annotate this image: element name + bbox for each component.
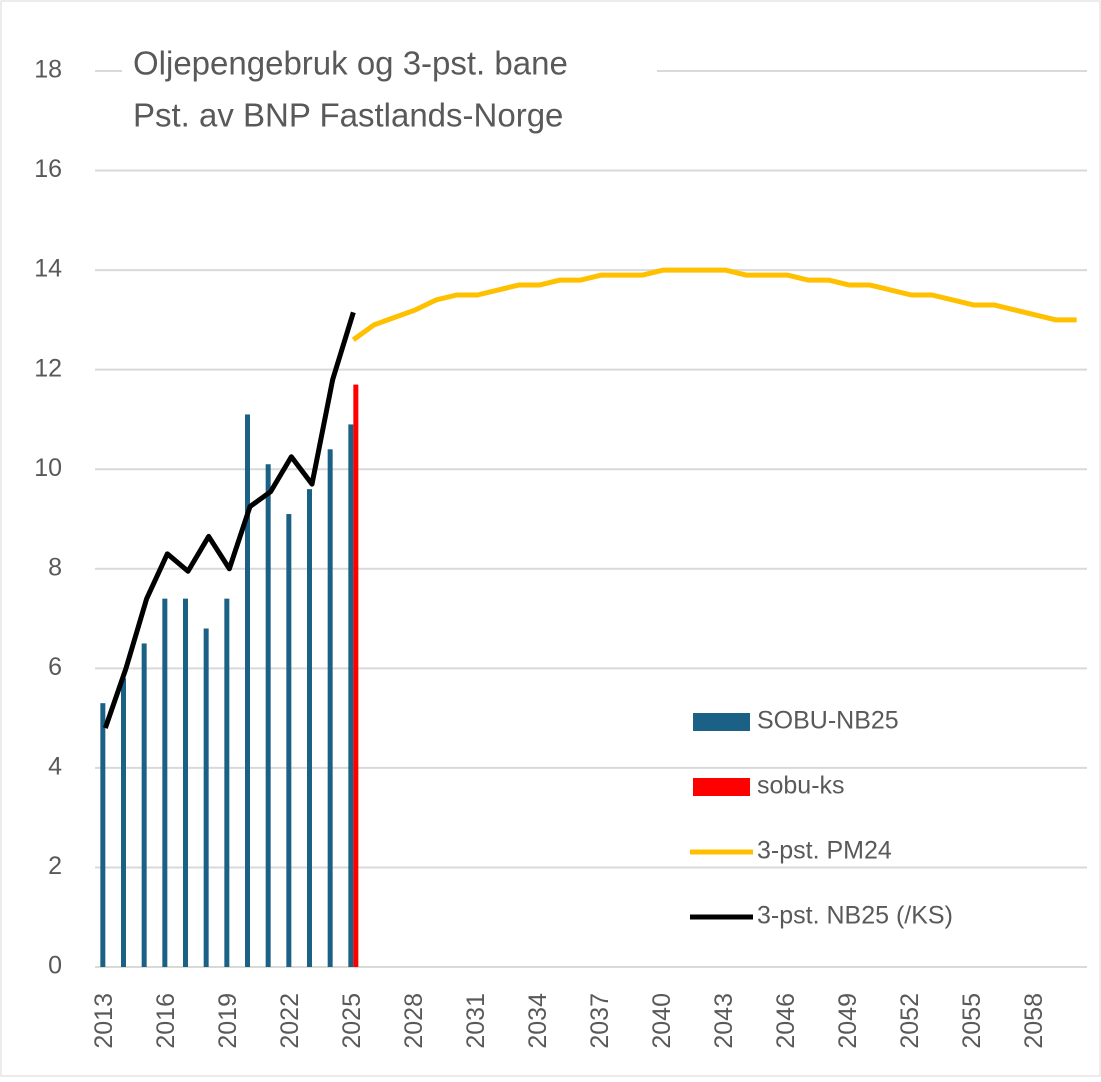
line [102, 311, 356, 729]
x-tick-label: 2019 [214, 993, 242, 1049]
y-tick-label: 18 [34, 56, 62, 84]
y-tick-label: 16 [34, 155, 62, 183]
x-tick-label: 2034 [524, 993, 552, 1049]
bar [183, 598, 188, 967]
y-tick-label: 6 [48, 653, 62, 681]
y-tick-label: 10 [34, 454, 62, 482]
x-tick-label: 2037 [586, 993, 614, 1049]
bar [141, 643, 147, 967]
bar [348, 424, 354, 967]
legend-label: sobu-ks [757, 772, 845, 800]
bar [353, 384, 359, 968]
y-tick-label: 12 [34, 354, 62, 382]
chart-title: Pst. av BNP Fastlands-Norge [133, 97, 563, 134]
legend-label: 3-pst. PM24 [757, 837, 892, 865]
bar [307, 489, 312, 967]
title-background [122, 45, 657, 145]
x-tick-label: 2052 [896, 993, 924, 1049]
bar [203, 628, 209, 967]
x-tick-label: 2022 [276, 993, 304, 1049]
legend-key [693, 778, 750, 796]
x-tick-label: 2058 [1020, 993, 1048, 1049]
y-tick-label: 8 [48, 553, 62, 581]
bar [286, 514, 292, 967]
legend-label: SOBU-NB25 [757, 707, 899, 735]
x-tick-label: 2028 [400, 993, 428, 1049]
x-tick-label: 2013 [90, 993, 118, 1049]
y-tick-label: 2 [48, 852, 62, 880]
bar [121, 678, 126, 967]
x-tick-label: 2055 [958, 993, 986, 1049]
x-tick-label: 2031 [462, 993, 490, 1049]
bar [245, 414, 250, 967]
chart-title: Oljepengebruk og 3-pst. bane [133, 45, 568, 82]
legend-label: 3-pst. NB25 (/KS) [757, 902, 953, 930]
x-tick-label: 2049 [834, 993, 862, 1049]
line [351, 267, 1077, 342]
x-tick-label: 2040 [648, 993, 676, 1049]
x-tick-label: 2016 [152, 993, 180, 1049]
bar [162, 598, 168, 967]
y-tick-label: 4 [48, 752, 62, 780]
y-tick-label: 0 [48, 952, 62, 980]
bar [224, 598, 230, 967]
x-tick-label: 2025 [338, 993, 366, 1049]
legend-key [693, 713, 750, 731]
x-tick-label: 2043 [710, 993, 738, 1049]
bar [100, 703, 106, 967]
bar [265, 464, 271, 967]
bar [327, 449, 333, 967]
y-tick-label: 14 [34, 255, 62, 283]
x-tick-label: 2046 [772, 993, 800, 1049]
